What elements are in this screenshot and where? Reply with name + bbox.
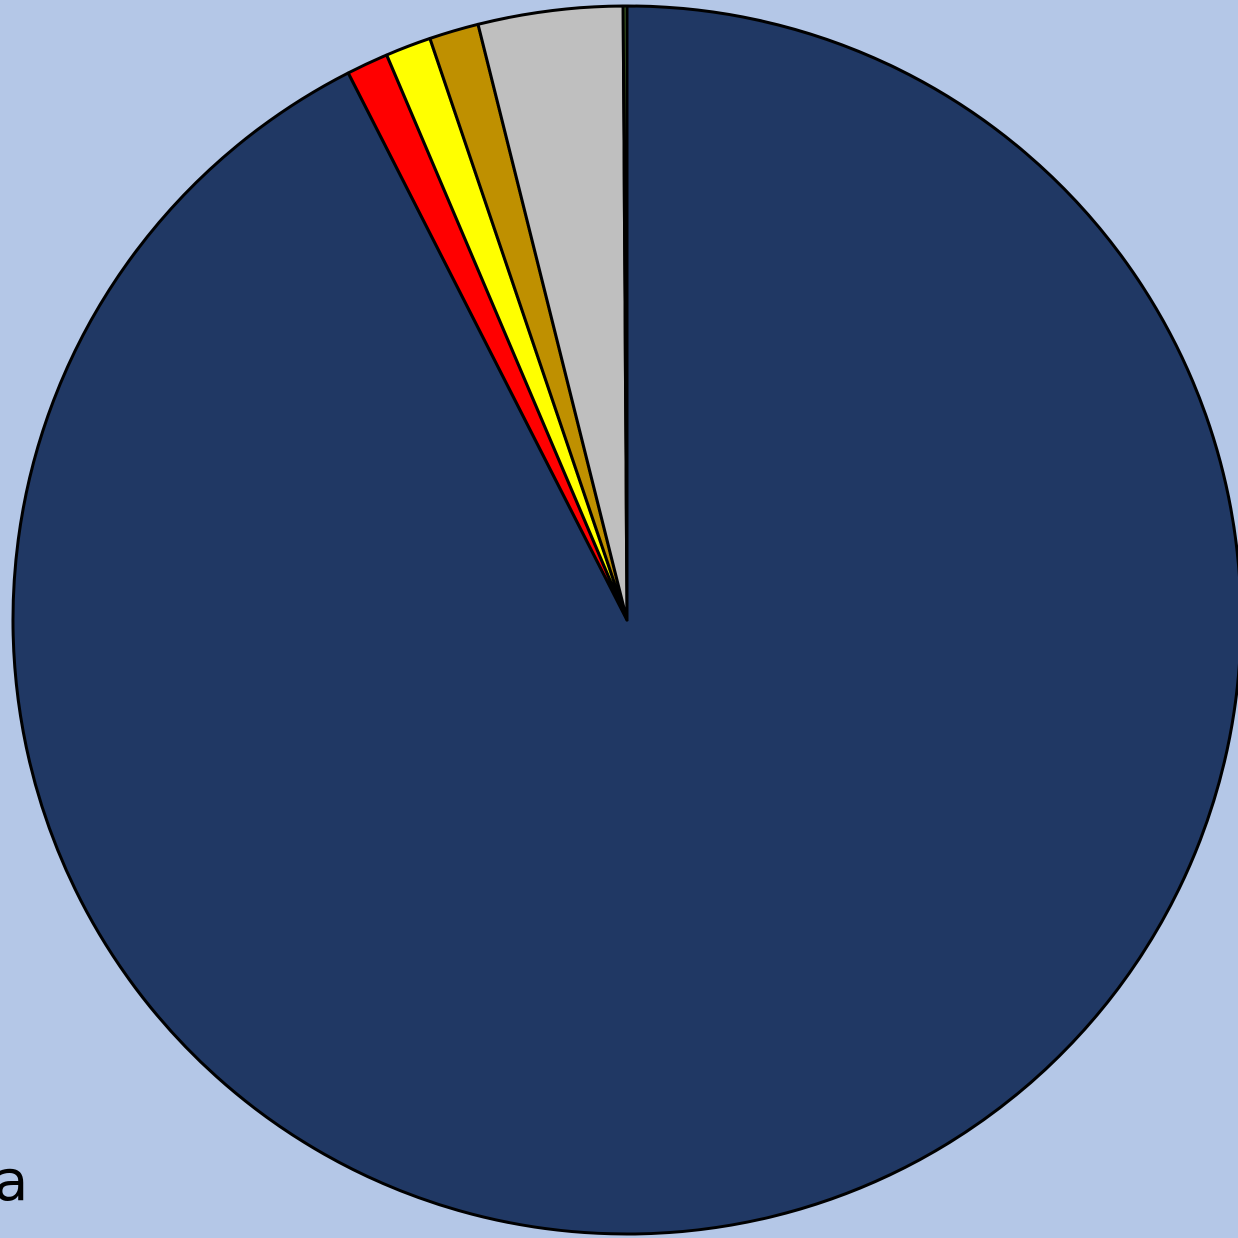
annotation: a	[0, 1149, 28, 1214]
pie-slice	[621, 4, 629, 622]
pie	[11, 4, 1238, 1236]
